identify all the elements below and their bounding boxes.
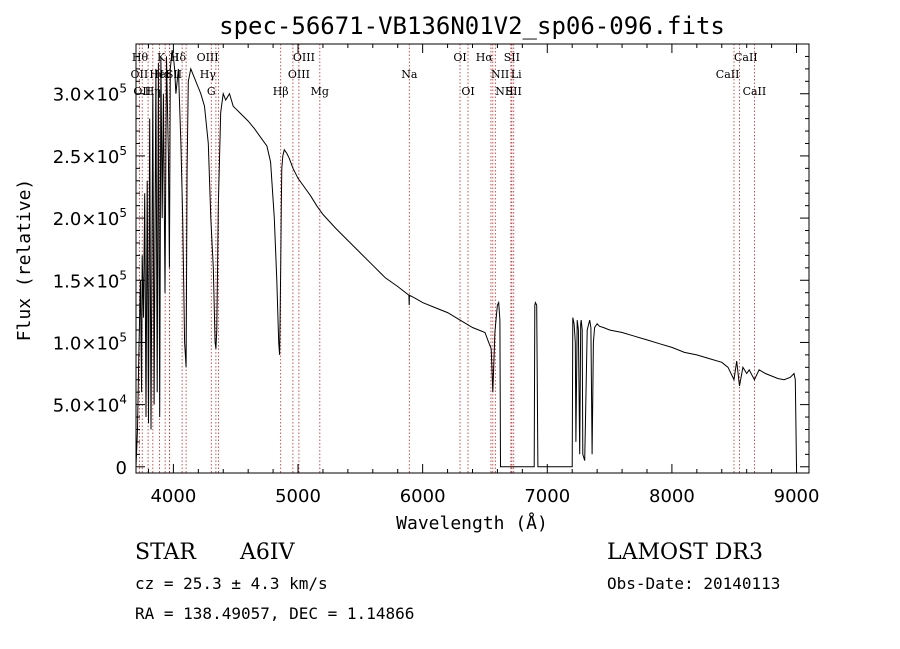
line-label: Hα [476,51,494,64]
line-markers [138,44,755,473]
line-label: NII [495,85,513,98]
line-label: CaII [743,85,767,98]
y-tick-exponent: 4 [119,393,127,407]
y-tick-exponent: 5 [119,82,127,96]
line-label: Na [401,68,418,81]
x-axis-label: Wavelength (Å) [396,512,548,534]
y-tick-exponent: 5 [119,330,127,344]
y-tick-exponent: 5 [119,206,127,220]
y-tick-label: 3.0×105 [53,82,127,106]
line-label: Hγ [200,68,217,81]
y-axis-label: Flux (relative) [14,179,35,342]
line-label: OI [453,51,466,64]
line-label: OIII [293,51,315,64]
object-subclass: A6IV [240,540,295,565]
y-tick-label: 2.5×105 [53,144,127,168]
chart-title: spec-56671-VB136N01V2_sp06-096.fits [219,12,725,40]
line-label: OII [131,68,149,81]
line-label: SII [506,85,522,98]
y-tick-mantissa: 2.5×10 [53,147,120,168]
y-axis-ticks: 05.0×1041.0×1051.5×1052.0×1052.5×1053.0×… [53,55,809,479]
y-tick-label: 2.0×105 [53,206,127,230]
plot-frame [135,43,810,474]
line-label: OIII [197,51,219,64]
x-tick-label: 5000 [275,486,321,507]
object-type: STAR [135,540,196,565]
line-label: OIII [288,68,310,81]
y-tick-label: 0 [116,458,127,479]
line-label: OI [461,85,474,98]
line-label: Hβ [273,85,289,98]
line-label: K [157,51,166,64]
y-tick-mantissa: 1.5×10 [53,271,120,292]
y-tick-exponent: 5 [119,268,127,282]
line-label: CaII [734,51,758,64]
line-label: Hθ [132,51,149,64]
x-tick-label: 8000 [649,486,695,507]
line-label: HeI [149,68,169,81]
line-label: Hη [145,85,161,98]
coordinates: RA = 138.49057, DEC = 1.14866 [135,604,415,623]
line-label: NII [491,68,509,81]
line-label: Mg [311,85,329,98]
line-label: G [207,85,216,98]
x-tick-label: 7000 [524,486,570,507]
y-tick-mantissa: 3.0×10 [53,85,120,106]
y-tick-exponent: 5 [119,144,127,158]
redshift-value: cz = 25.3 ± 4.3 km/s [135,574,328,593]
x-tick-label: 9000 [774,486,820,507]
y-tick-label: 1.0×105 [53,330,127,354]
line-label: OII [133,85,151,98]
obs-date: Obs-Date: 20140113 [607,574,781,593]
x-tick-label: 4000 [150,486,196,507]
y-tick-mantissa: 1.0×10 [53,333,120,354]
line-label: SII [504,51,520,64]
spectrum-line [135,50,797,468]
y-tick-mantissa: 0 [116,458,127,479]
x-tick-label: 6000 [400,486,446,507]
y-tick-label: 5.0×104 [53,393,127,417]
y-tick-mantissa: 5.0×10 [53,396,120,417]
x-axis-ticks: 4000 5000 6000 7000 8000 9000 [147,44,820,507]
survey-name: LAMOST DR3 [607,540,763,565]
line-label: SII [166,68,182,81]
y-tick-label: 1.5×105 [53,268,127,292]
line-label: CaII [716,68,740,81]
line-label: Li [511,68,522,81]
y-tick-mantissa: 2.0×10 [53,209,120,230]
line-label: H [170,51,180,64]
